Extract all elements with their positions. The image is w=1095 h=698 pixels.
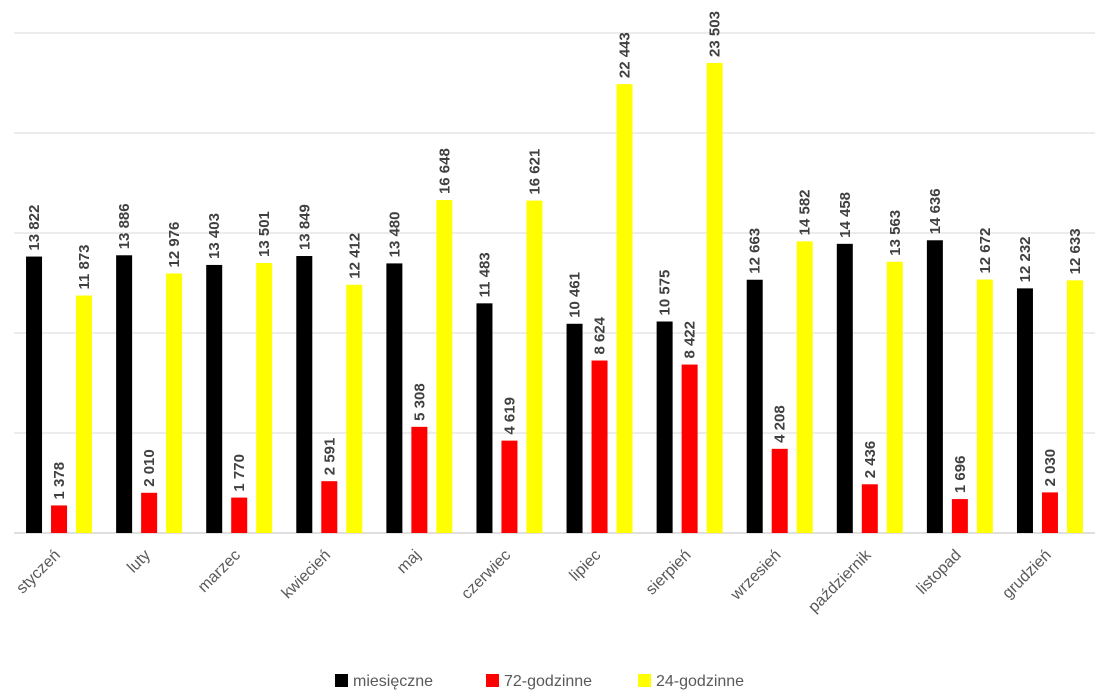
data-label: 13 822	[26, 205, 43, 251]
bar-72-godzinne-wrzesień	[771, 448, 788, 533]
bar-72-godzinne-luty	[141, 492, 158, 533]
bar-miesięczne-styczeń	[26, 256, 43, 533]
data-label: 12 663	[747, 228, 764, 274]
data-label: 14 582	[797, 189, 814, 235]
bar-24-godzinne-lipiec	[616, 84, 633, 533]
data-label: 2 030	[1042, 449, 1059, 487]
data-label-group: 13 822 13 886 13 403 13 849 13 480 11 483 10 4…	[26, 11, 1084, 499]
data-label: 2 436	[862, 441, 879, 479]
data-label: 23 503	[707, 11, 724, 57]
bar-72-godzinne-kwiecień	[321, 481, 338, 533]
data-label: 12 633	[1067, 228, 1084, 274]
data-label: 14 636	[927, 188, 944, 234]
data-label: 13 849	[296, 204, 313, 250]
data-label: 13 480	[386, 212, 403, 258]
bar-24-godzinne-maj	[436, 200, 453, 534]
bar-miesięczne-październik	[836, 243, 853, 533]
legend-label: 24-godzinne	[656, 673, 744, 690]
bar-24-godzinne-sierpień	[706, 62, 723, 533]
gridlines	[14, 32, 1095, 534]
data-label: 1 696	[952, 456, 969, 494]
x-tick-label: grudzień	[999, 547, 1054, 602]
data-label: 2 591	[321, 438, 338, 476]
bar-24-godzinne-kwiecień	[346, 284, 363, 533]
bar-72-godzinne-grudzień	[1041, 492, 1058, 533]
bar-72-godzinne-marzec	[231, 497, 248, 533]
bar-72-godzinne-październik	[861, 484, 878, 533]
data-label: 4 619	[501, 397, 518, 435]
data-label: 12 232	[1017, 236, 1034, 282]
x-tick-label: październik	[805, 546, 875, 616]
data-label: 10 575	[657, 270, 674, 316]
bar-72-godzinne-sierpień	[681, 364, 698, 533]
data-label: 12 976	[166, 222, 183, 268]
bar-24-godzinne-wrzesień	[796, 241, 813, 534]
x-tick-label: sierpień	[643, 547, 695, 599]
bar-miesięczne-listopad	[926, 240, 943, 533]
bar-miesięczne-kwiecień	[296, 256, 313, 533]
x-tick-label: maj	[394, 547, 424, 577]
data-label: 16 648	[436, 148, 453, 194]
data-label: 11 873	[76, 244, 93, 289]
x-tick-label: marzec	[195, 547, 244, 596]
data-label: 16 621	[526, 149, 543, 195]
bar-72-godzinne-styczeń	[51, 505, 68, 533]
legend-label: miesięczne	[353, 673, 433, 690]
data-label: 1 378	[51, 462, 68, 500]
bar-miesięczne-sierpień	[656, 321, 673, 533]
data-label: 5 308	[411, 383, 428, 421]
bar-24-godzinne-październik	[886, 261, 903, 533]
x-tick-label: listopad	[914, 547, 965, 598]
data-label: 13 886	[116, 203, 133, 249]
x-axis: styczeń luty marzec kwiecień maj czerwiec lipi…	[13, 546, 1054, 616]
legend-swatch-24-godzinne	[638, 674, 651, 687]
data-label: 10 461	[567, 272, 584, 318]
bar-miesięczne-marzec	[206, 264, 223, 533]
bar-group	[26, 62, 1083, 534]
bar-72-godzinne-listopad	[951, 499, 968, 533]
x-tick-label: lipiec	[567, 547, 605, 585]
legend-label: 72-godzinne	[504, 673, 592, 690]
legend-swatch-miesięczne	[335, 674, 348, 687]
x-tick-label: luty	[124, 547, 154, 577]
bar-24-godzinne-styczeń	[76, 295, 93, 533]
legend: miesięczne 72-godzinne 24-godzinne	[335, 673, 744, 690]
legend-swatch-72-godzinne	[486, 674, 499, 687]
bar-miesięczne-czerwiec	[476, 303, 493, 533]
bar-24-godzinne-czerwiec	[526, 200, 543, 533]
bar-72-godzinne-maj	[411, 426, 428, 533]
bar-miesięczne-lipiec	[566, 323, 583, 533]
bar-miesięczne-luty	[116, 255, 133, 533]
data-label: 1 770	[231, 454, 248, 492]
data-label: 13 501	[256, 211, 273, 257]
x-tick-label: wrzesień	[727, 547, 784, 604]
bar-miesięczne-grudzień	[1016, 288, 1033, 533]
data-label: 4 208	[772, 405, 789, 443]
bar-24-godzinne-listopad	[976, 279, 993, 533]
data-label: 11 483	[476, 252, 493, 297]
data-label: 2 010	[141, 449, 158, 487]
data-label: 12 412	[346, 233, 363, 279]
bar-72-godzinne-lipiec	[591, 360, 608, 533]
data-label: 8 422	[682, 321, 699, 359]
data-label: 22 443	[617, 32, 634, 78]
data-label: 14 458	[837, 192, 854, 238]
x-tick-label: styczeń	[13, 547, 63, 597]
bar-miesięczne-maj	[386, 263, 403, 533]
bar-72-godzinne-czerwiec	[501, 440, 518, 533]
data-label: 13 563	[887, 210, 904, 256]
bar-24-godzinne-marzec	[256, 262, 273, 533]
data-label: 13 403	[206, 213, 223, 259]
x-tick-label: czerwiec	[458, 547, 514, 603]
bar-miesięczne-wrzesień	[746, 279, 763, 533]
bar-24-godzinne-grudzień	[1066, 280, 1083, 533]
x-tick-label: kwiecień	[279, 547, 334, 602]
data-label: 8 624	[592, 316, 609, 354]
bar-24-godzinne-luty	[166, 273, 183, 533]
data-label: 12 672	[977, 228, 994, 274]
